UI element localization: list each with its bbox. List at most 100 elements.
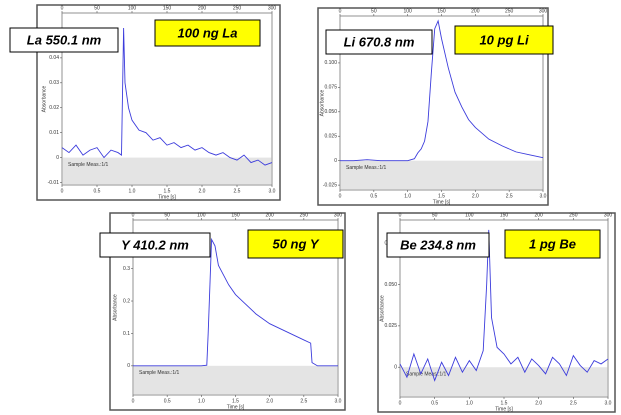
signal-line — [133, 237, 338, 367]
signal-line — [399, 229, 609, 382]
x-tick-label: 2.0 — [472, 193, 479, 199]
x2-tick-label: 0 — [132, 212, 135, 218]
y-tick-label: 0 — [127, 363, 130, 369]
x2-tick-label: 250 — [233, 5, 242, 11]
x2-tick-label: 200 — [198, 5, 207, 11]
x-tick-label: 2.5 — [506, 193, 513, 199]
y-tick-label: -0.01 — [48, 180, 60, 186]
sample-label-box — [504, 229, 601, 259]
x-axis-label: Time [s] — [158, 194, 176, 200]
x2-tick-label: 50 — [371, 8, 377, 14]
x-tick-label: 0 — [61, 188, 64, 194]
x2-tick-label: 100 — [465, 212, 474, 218]
y-tick-label: 0.02 — [49, 105, 59, 111]
region-label: Sample Meas.:1/1 — [68, 162, 109, 168]
x-tick-label: 1.5 — [232, 398, 239, 404]
sample-label: 50 ng Y — [272, 236, 319, 251]
x2-tick-label: 150 — [163, 5, 172, 11]
sample-region — [62, 157, 272, 185]
x2-tick-label: 100 — [403, 8, 412, 14]
x2-tick-label: 50 — [164, 212, 170, 218]
x2-tick-label: 50 — [432, 212, 438, 218]
x-axis-label: Time [s] — [433, 199, 451, 205]
x2-tick-label: 100 — [128, 5, 137, 11]
region-label: Sample Meas.:1/1 — [406, 372, 447, 378]
y-tick-label: 0.2 — [123, 298, 130, 304]
element-label: Be 234.8 nm — [400, 237, 476, 252]
x-tick-label: 0.5 — [94, 188, 101, 194]
region-label: Sample Meas.:1/1 — [139, 370, 180, 376]
x2-tick-label: 150 — [231, 212, 240, 218]
x2-tick-label: 250 — [505, 8, 514, 14]
y-tick-label: 0.01 — [49, 130, 59, 136]
element-label: Y 410.2 nm — [121, 237, 189, 252]
x2-tick-label: 300 — [268, 5, 277, 11]
x-tick-label: 2.0 — [266, 398, 273, 404]
sample-region — [340, 160, 543, 190]
x-tick-label: 1.5 — [164, 188, 171, 194]
x2-tick-label: 200 — [471, 8, 480, 14]
sample-region — [400, 367, 608, 397]
x2-tick-label: 0 — [61, 5, 64, 11]
region-label: Sample Meas.:1/1 — [346, 165, 387, 171]
y-tick-label: 0.075 — [324, 85, 337, 91]
x-tick-label: 3.0 — [335, 398, 342, 404]
y-tick-label: 0.04 — [49, 55, 59, 61]
x-tick-label: 0 — [399, 400, 402, 406]
y-tick-label: 0 — [56, 155, 59, 161]
x-tick-label: 0.5 — [164, 398, 171, 404]
x2-tick-label: 0 — [399, 212, 402, 218]
x-tick-label: 2.0 — [199, 188, 206, 194]
element-label: La 550.1 nm — [27, 32, 102, 47]
sample-label: 1 pg Be — [529, 236, 576, 251]
y-tick-label: 0.050 — [324, 109, 337, 115]
element-label-box — [386, 232, 490, 258]
y-tick-label: -0.025 — [323, 182, 337, 188]
x-tick-label: 3.0 — [605, 400, 612, 406]
x-tick-label: 1.5 — [501, 400, 508, 406]
sample-label-box — [247, 229, 344, 259]
x2-tick-label: 50 — [94, 5, 100, 11]
y-tick-label: 0.050 — [384, 282, 397, 288]
x-tick-label: 1.0 — [129, 188, 136, 194]
sample-region — [133, 365, 338, 395]
element-label-box — [325, 29, 433, 55]
x-tick-label: 0.5 — [370, 193, 377, 199]
x2-tick-label: 200 — [265, 212, 274, 218]
y-axis-label: Absorbance — [379, 295, 385, 322]
sample-label-box — [154, 19, 261, 47]
x2-tick-label: 200 — [534, 212, 543, 218]
x-tick-label: 3.0 — [540, 193, 547, 199]
x-tick-label: 1.0 — [198, 398, 205, 404]
x2-tick-label: 250 — [300, 212, 309, 218]
x-tick-label: 1.5 — [438, 193, 445, 199]
y-tick-label: 0 — [334, 158, 337, 164]
sample-label: 10 pg Li — [479, 32, 529, 47]
x-tick-label: 3.0 — [269, 188, 276, 194]
x2-tick-label: 250 — [569, 212, 578, 218]
y-tick-label: 0.025 — [384, 323, 397, 329]
x-tick-label: 0 — [132, 398, 135, 404]
element-label-box — [9, 27, 119, 53]
x-axis-label: Time [s] — [227, 404, 245, 410]
y-axis-label: Absorbance — [319, 89, 325, 116]
y-tick-label: 0.025 — [324, 134, 337, 140]
signal-line — [61, 27, 273, 166]
x-tick-label: 2.5 — [234, 188, 241, 194]
x-tick-label: 2.0 — [535, 400, 542, 406]
y-tick-label: 0.03 — [49, 80, 59, 86]
element-label: Li 670.8 nm — [344, 34, 415, 49]
x-tick-label: 2.5 — [300, 398, 307, 404]
x-tick-label: 1.0 — [466, 400, 473, 406]
x2-tick-label: 300 — [539, 8, 548, 14]
x-tick-label: 0 — [339, 193, 342, 199]
y-tick-label: 0.1 — [123, 331, 130, 337]
x2-tick-label: 0 — [339, 8, 342, 14]
x-axis-label: Time [s] — [495, 406, 513, 412]
y-tick-label: 0.3 — [123, 266, 130, 272]
y-tick-label: 0.100 — [324, 60, 337, 66]
x2-tick-label: 100 — [197, 212, 206, 218]
y-axis-label: Absorbance — [112, 294, 118, 321]
x2-tick-label: 150 — [500, 212, 509, 218]
